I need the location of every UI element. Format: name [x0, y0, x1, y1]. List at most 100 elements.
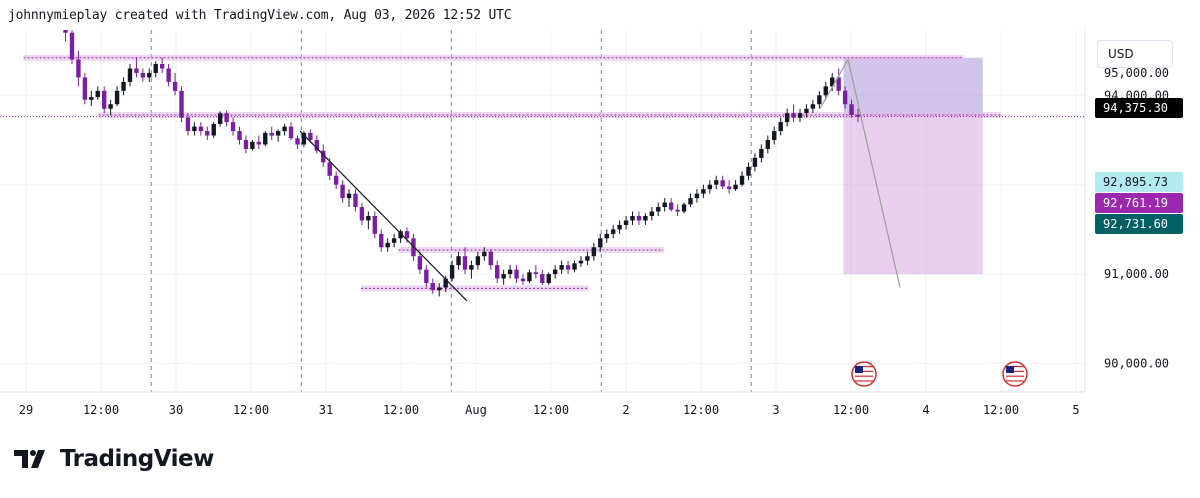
candle-body-112	[733, 184, 738, 190]
candle-body-20	[140, 72, 146, 78]
time-tick-label: 12:00	[833, 403, 869, 417]
currency-selector[interactable]: USD	[1097, 40, 1173, 68]
candle-body-15	[108, 104, 113, 109]
candle-body-32	[217, 113, 223, 124]
candle-body-65	[430, 283, 435, 291]
position-box[interactable]	[843, 57, 983, 275]
candle-body-34	[230, 122, 236, 132]
candle-body-129	[842, 90, 848, 105]
time-axis[interactable]: 29 12:00 30 12:00 31 12:00 Aug 12:00 2 12:00 3 12:0…	[19, 403, 1080, 417]
price-label-box-3	[1095, 214, 1183, 234]
flag-stripe	[855, 370, 873, 372]
candle-body-89	[585, 256, 590, 261]
price-labels: 94,375.30 92,895.73 92,761.19 92,731.60	[1095, 98, 1183, 234]
candle-body-67	[443, 278, 448, 288]
candle-body-86	[565, 265, 571, 270]
position-risk-zone[interactable]	[843, 57, 983, 115]
trendline-2[interactable]	[847, 59, 901, 288]
candle-body-9	[69, 32, 75, 60]
candle-body-95	[623, 220, 629, 225]
candle-body-63	[417, 256, 423, 270]
candle-body-50	[333, 175, 339, 185]
candle-body-21	[147, 72, 152, 78]
candle-body-115	[752, 157, 758, 167]
price-label-text-1: 92,895.73	[1103, 175, 1168, 189]
candle-body-24	[166, 68, 171, 82]
price-chart[interactable]: 90,000.0091,000.0092,000.0094,000.0095,0…	[0, 30, 1200, 428]
candle-body-68	[449, 265, 455, 279]
candle-body-13	[95, 90, 100, 98]
flag-stripe	[1006, 373, 1024, 375]
price-label-box-0	[1095, 98, 1183, 118]
candle-body-111	[726, 186, 732, 190]
candle-body-91	[598, 238, 603, 248]
flag-stripe	[855, 366, 873, 368]
candle-body-94	[617, 224, 622, 230]
candle-body-30	[205, 131, 210, 136]
candle-body-56	[372, 215, 377, 234]
price-tick-label: 91,000.00	[1104, 267, 1169, 281]
candle-body-114	[746, 166, 751, 176]
trendline-0[interactable]	[299, 130, 468, 302]
flag-stripe	[1006, 375, 1024, 377]
candle-body-107	[701, 189, 706, 194]
candle-body-113	[739, 175, 745, 185]
candle-body-73	[482, 251, 487, 257]
candle-body-85	[559, 265, 564, 270]
candle-body-130	[849, 104, 854, 115]
candle-body-71	[469, 265, 474, 270]
chart-grid	[0, 30, 1085, 392]
candle-body-69	[456, 256, 461, 266]
time-tick-label: 3	[772, 403, 779, 417]
level-band-2[interactable]	[98, 111, 1002, 118]
candle-body-75	[495, 265, 500, 279]
candle-body-118	[772, 131, 777, 140]
trendline-1[interactable]	[819, 59, 849, 110]
candle-body-81	[533, 272, 539, 275]
candle-body-12	[89, 97, 94, 100]
candle-body-59	[391, 238, 397, 243]
candle-body-128	[836, 77, 841, 91]
flag-stripe	[1006, 366, 1024, 368]
candle-body-102	[668, 202, 674, 210]
flag-stripe	[1006, 378, 1024, 380]
flag-canton	[855, 366, 863, 373]
level-band-1[interactable]	[23, 54, 964, 61]
tradingview-logo-icon	[14, 450, 45, 468]
candle-body-105	[688, 198, 693, 205]
candle-body-123	[804, 108, 809, 114]
time-tick-label: 12:00	[233, 403, 269, 417]
us-flag-icon[interactable]	[851, 361, 877, 387]
candle-body-46	[308, 132, 313, 140]
position-target-zone[interactable]	[843, 114, 983, 275]
price-label-text-3: 92,731.60	[1103, 217, 1168, 231]
candle-body-28	[192, 126, 197, 132]
candle-body-83	[546, 274, 551, 284]
candle-body-131	[855, 114, 861, 117]
candle-body-31	[211, 123, 216, 136]
candle-body-124	[810, 104, 816, 109]
flag-stripe	[1006, 380, 1024, 382]
candle-body-88	[578, 260, 584, 264]
candle-body-23	[159, 64, 165, 69]
candle-body-39	[263, 132, 268, 145]
time-tick-label: 12:00	[383, 403, 419, 417]
candle-body-42	[282, 126, 287, 132]
us-flag-icon[interactable]	[1002, 361, 1028, 387]
candle-body-82	[540, 274, 545, 284]
candle-body-109	[714, 180, 719, 185]
candle-body-38	[256, 141, 262, 145]
candle-body-29	[198, 126, 204, 132]
candle-body-70	[462, 256, 468, 270]
candle-body-55	[366, 215, 371, 221]
candle-body-40	[269, 132, 274, 136]
candle-body-108	[707, 184, 713, 190]
candle-body-37	[250, 141, 255, 149]
time-tick-label: Aug	[465, 403, 487, 417]
economic-events[interactable]	[851, 361, 1028, 387]
candle-body-22	[153, 64, 158, 73]
trendlines[interactable]	[299, 59, 901, 302]
candle-body-97	[636, 215, 642, 221]
flag-canton	[1006, 366, 1014, 373]
flag-stripe	[855, 378, 873, 380]
